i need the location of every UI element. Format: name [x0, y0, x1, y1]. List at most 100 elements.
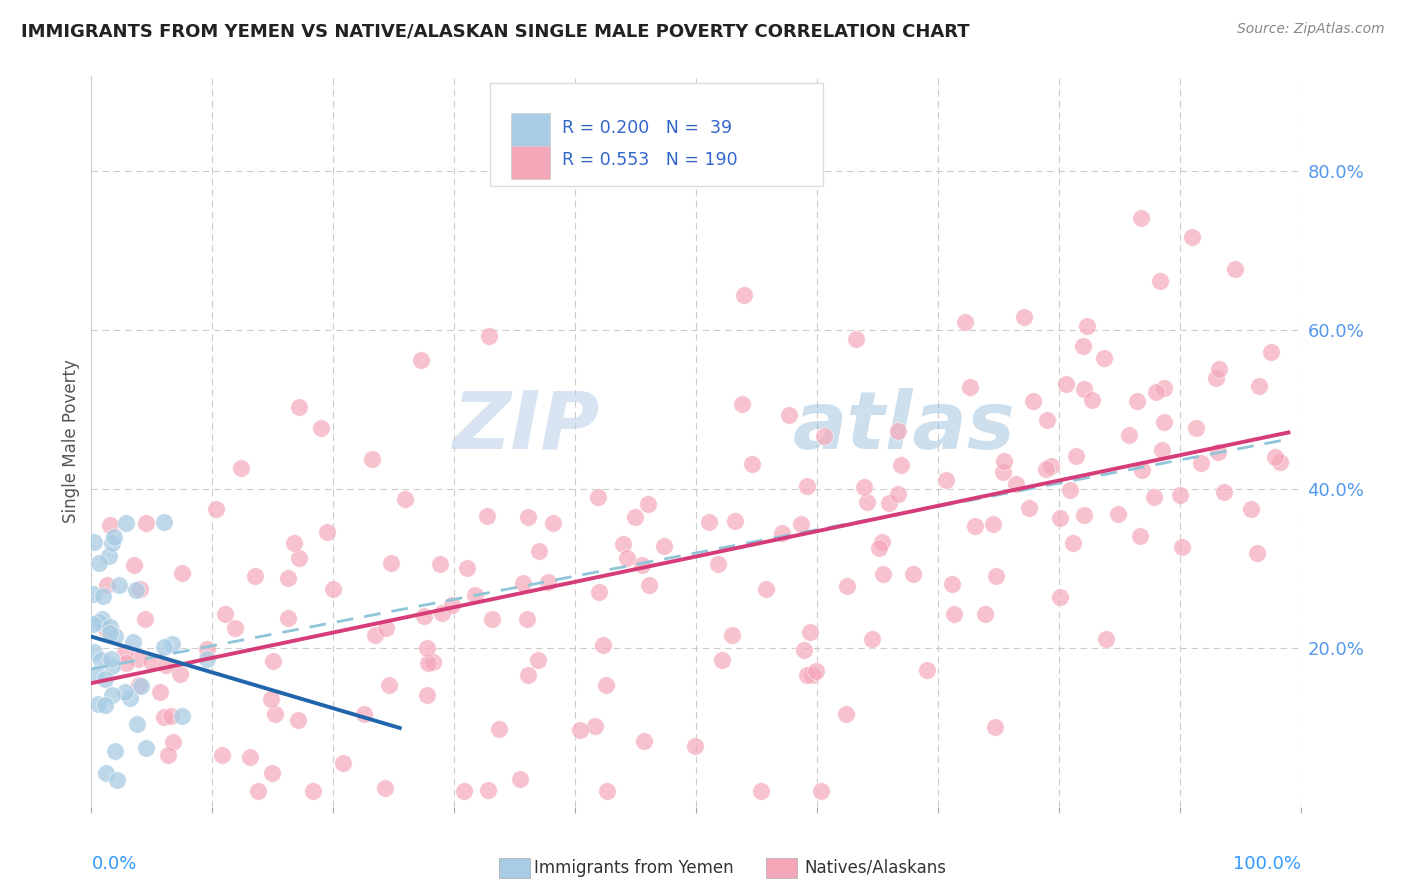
Point: [1264, 450, 1286, 464]
Point: [277, 610, 299, 624]
Point: [204, 501, 226, 516]
Point: [101, 688, 124, 702]
Point: [262, 654, 284, 668]
Point: [1130, 463, 1153, 477]
Point: [115, 656, 138, 670]
Point: [1240, 501, 1263, 516]
Point: [124, 583, 146, 598]
Point: [98, 619, 121, 633]
Point: [1247, 379, 1270, 393]
Point: [1205, 371, 1227, 385]
Point: [429, 557, 451, 571]
Point: [633, 734, 655, 748]
Point: [588, 584, 610, 599]
Point: [616, 551, 638, 566]
Point: [82, 617, 104, 632]
Point: [104, 744, 127, 758]
Point: [155, 658, 177, 673]
Point: [981, 517, 1004, 532]
Point: [360, 451, 382, 466]
Point: [453, 784, 475, 798]
Point: [422, 655, 444, 669]
Point: [135, 516, 157, 530]
Point: [901, 567, 924, 582]
Point: [741, 457, 763, 471]
Point: [1130, 211, 1153, 225]
Point: [1014, 310, 1036, 325]
Point: [723, 514, 745, 528]
Point: [134, 612, 156, 626]
Point: [315, 524, 337, 539]
Point: [749, 784, 772, 798]
Point: [596, 784, 619, 798]
Text: Source: ZipAtlas.com: Source: ZipAtlas.com: [1237, 22, 1385, 37]
Point: [311, 420, 333, 434]
Point: [711, 652, 734, 666]
Point: [770, 525, 793, 540]
Point: [984, 569, 1007, 583]
Point: [697, 515, 720, 529]
Point: [94, 622, 117, 636]
Point: [915, 663, 938, 677]
Point: [288, 401, 311, 415]
Point: [114, 685, 136, 699]
Point: [416, 688, 439, 702]
Point: [1118, 427, 1140, 442]
Point: [800, 668, 823, 682]
Point: [94, 765, 117, 780]
Point: [652, 539, 675, 553]
Point: [887, 487, 910, 501]
Point: [721, 628, 744, 642]
Point: [872, 566, 894, 581]
Point: [537, 574, 560, 589]
Point: [1181, 230, 1204, 244]
Point: [96, 578, 118, 592]
Point: [1062, 536, 1084, 550]
Point: [394, 492, 416, 507]
Point: [246, 784, 269, 798]
Point: [1185, 420, 1208, 434]
Point: [91, 590, 114, 604]
Point: [94, 672, 117, 686]
Text: R = 0.200   N =  39: R = 0.200 N = 39: [562, 119, 733, 136]
Point: [413, 609, 436, 624]
Point: [108, 578, 131, 592]
Point: [229, 461, 252, 475]
Point: [441, 598, 464, 612]
Point: [1059, 483, 1081, 498]
Point: [541, 516, 564, 530]
Point: [149, 685, 172, 699]
Point: [1049, 590, 1071, 604]
Point: [162, 735, 184, 749]
Text: atlas: atlas: [793, 388, 1015, 466]
Point: [993, 454, 1015, 468]
FancyBboxPatch shape: [510, 145, 550, 178]
Point: [105, 772, 128, 787]
Point: [128, 678, 150, 692]
Point: [84, 667, 107, 681]
Point: [733, 288, 755, 302]
Point: [114, 516, 136, 530]
Point: [796, 667, 818, 681]
Point: [277, 571, 299, 585]
Point: [943, 607, 966, 621]
Point: [169, 666, 191, 681]
Point: [1005, 476, 1028, 491]
Point: [731, 397, 754, 411]
Point: [1189, 456, 1212, 470]
Point: [302, 784, 325, 798]
Point: [1073, 382, 1095, 396]
Point: [879, 496, 901, 510]
Point: [120, 691, 142, 706]
Point: [516, 668, 538, 682]
Point: [856, 495, 879, 509]
Point: [1168, 488, 1191, 502]
Point: [262, 766, 284, 780]
Point: [100, 626, 122, 640]
Point: [374, 621, 396, 635]
Point: [416, 656, 439, 670]
Point: [973, 607, 995, 621]
Point: [89, 557, 111, 571]
Point: [160, 708, 183, 723]
Point: [87, 615, 110, 630]
